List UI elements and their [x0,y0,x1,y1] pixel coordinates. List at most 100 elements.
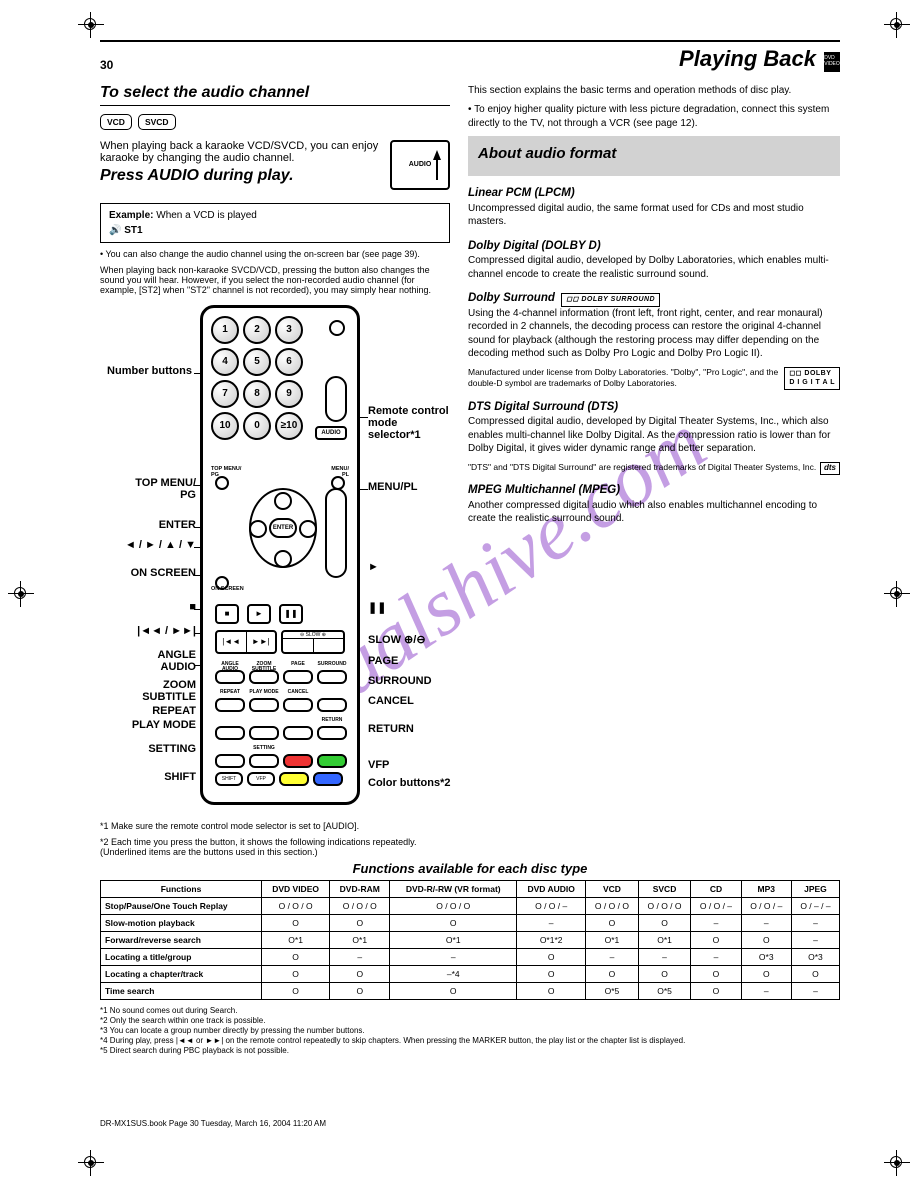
label-stop: ■ [100,601,196,613]
table-cell: – [741,982,791,999]
dolby-digital-badge-icon: ◻◻ DOLBYD I G I T A L [784,367,840,390]
table-cell: O*1 [262,931,330,948]
table-cell: O [691,982,741,999]
table-header-cell: CD [691,880,741,897]
number-keypad: 123 456 789 100≥10 [211,316,303,440]
corner-button-tl [215,476,229,490]
function-row-1 [215,670,347,684]
dolby-surround-label: Dolby Surround [468,292,555,304]
dolby-surround-badge-icon: ◻◻ DOLBY SURROUND [561,293,660,306]
non-karaoke-note: When playing back non-karaoke SVCD/VCD, … [100,265,450,295]
label-angle: ANGLE [100,649,196,661]
table-footnote: *4 During play, press |◄◄ or ►►| on the … [100,1036,840,1046]
table-cell: – [791,982,839,999]
table-cell: – [517,914,586,931]
table-row: Stop/Pause/One Touch ReplayO / O / OO / … [101,897,840,914]
table-row: Time searchOOOOO*5O*5O–– [101,982,840,999]
table-cell: Forward/reverse search [101,931,262,948]
tiny-top-menu: TOP MENU/PG [211,466,241,478]
heat-line-1: This section explains the basic terms an… [468,84,840,98]
table-cell: O [330,982,390,999]
footnote-star1: *1 Make sure the remote control mode sel… [100,821,450,831]
function-row-4 [215,754,347,768]
table-row: Slow-motion playbackOOO–OO––– [101,914,840,931]
lpcm-text: Uncompressed digital audio, the same for… [468,202,840,229]
table-cell: O [517,982,586,999]
table-cell: – [638,948,691,965]
label-shift: SHIFT [100,771,196,783]
label-color-buttons: Color buttons*2 [368,777,451,789]
table-cell: O [517,948,586,965]
label-top-menu-pg: TOP MENU/ PG [100,477,196,501]
table-header-cell: VCD [586,880,639,897]
right-pill [325,488,347,578]
table-header-cell: Functions [101,880,262,897]
table-cell: O / O / – [691,897,741,914]
top-rule [100,40,840,42]
table-cell: O*1 [638,931,691,948]
enter-nav-cluster: ENTER [239,478,327,578]
table-cell: O*1 [586,931,639,948]
table-cell: O [741,965,791,982]
left-column: To select the audio channel VCD SVCD AUD… [100,84,450,857]
table-footnotes: *1 No sound comes out during Search.*2 O… [100,1006,840,1056]
table-cell: O [586,914,639,931]
table-cell: O [262,914,330,931]
remote-control-diagram: Number buttons TOP MENU/ PG ENTER ◄ / ► … [100,305,450,815]
label-enter: ENTER [100,519,196,531]
label-play-mode: PLAY MODE [100,719,196,731]
example-text: When a VCD is played [156,210,257,221]
label-menu-pl: MENU/PL [368,481,418,493]
footer-build-note: DR-MX1SUS.book Page 30 Tuesday, March 16… [100,1119,326,1128]
audio-tag-icon: AUDIO [315,426,347,440]
table-cell: O / O / O [638,897,691,914]
table-cell: O*1 [390,931,517,948]
right-column: This section explains the basic terms an… [468,84,840,857]
label-page: PAGE [368,655,398,667]
table-cell: O*5 [638,982,691,999]
audio-format-block: About audio format [468,136,840,176]
playback-row: ■►❚❚ [215,604,303,624]
label-mode-selector: Remote control mode selector*1 [368,405,450,441]
table-cell: O / O / – [741,897,791,914]
table-cell: O [638,965,691,982]
table-cell: O / O / – [517,897,586,914]
vcd-badge: VCD [100,114,132,130]
table-cell: O [638,914,691,931]
on-screen-bar-note: • You can also change the audio channel … [100,249,450,259]
function-row-3 [215,726,347,740]
registration-mark [8,581,34,607]
functions-table-title: Functions available for each disc type [100,861,840,876]
label-surround: SURROUND [368,675,432,687]
table-cell: Locating a chapter/track [101,965,262,982]
dolby-digital-heading: Dolby Digital (DOLBY D) [468,239,840,255]
table-cell: –*4 [390,965,517,982]
page-number: 30 [100,58,113,72]
label-on-screen: ON SCREEN [100,567,196,579]
table-cell: – [791,914,839,931]
label-skip: |◄◄ / ►►| [100,625,196,637]
subheading-audio-channel: To select the audio channel [100,84,450,106]
label-slow: SLOW ⊕/⊖ [368,633,426,646]
table-cell: O [586,965,639,982]
table-cell: – [390,948,517,965]
table-cell: O [517,965,586,982]
table-footnote: *2 Only the search within one track is p… [100,1016,840,1026]
table-cell: O [330,914,390,931]
example-box: Example: When a VCD is played 🔊 ST1 [100,203,450,243]
table-cell: – [691,948,741,965]
table-cell: O [390,982,517,999]
audio-button-illustration: AUDIO [390,140,450,190]
audio-box-label: AUDIO [409,161,432,168]
dts-heading: DTS Digital Surround (DTS) [468,400,840,416]
table-cell: O*3 [741,948,791,965]
table-cell: O / O / O [330,897,390,914]
table-header-cell: DVD VIDEO [262,880,330,897]
table-cell: O*1*2 [517,931,586,948]
dvd-video-badge-icon: DVDVIDEO [824,52,840,72]
table-header-cell: SVCD [638,880,691,897]
table-cell: O [262,982,330,999]
label-setting: SETTING [100,743,196,755]
lpcm-heading: Linear PCM (LPCM) [468,186,840,202]
table-footnote: *1 No sound comes out during Search. [100,1006,840,1016]
